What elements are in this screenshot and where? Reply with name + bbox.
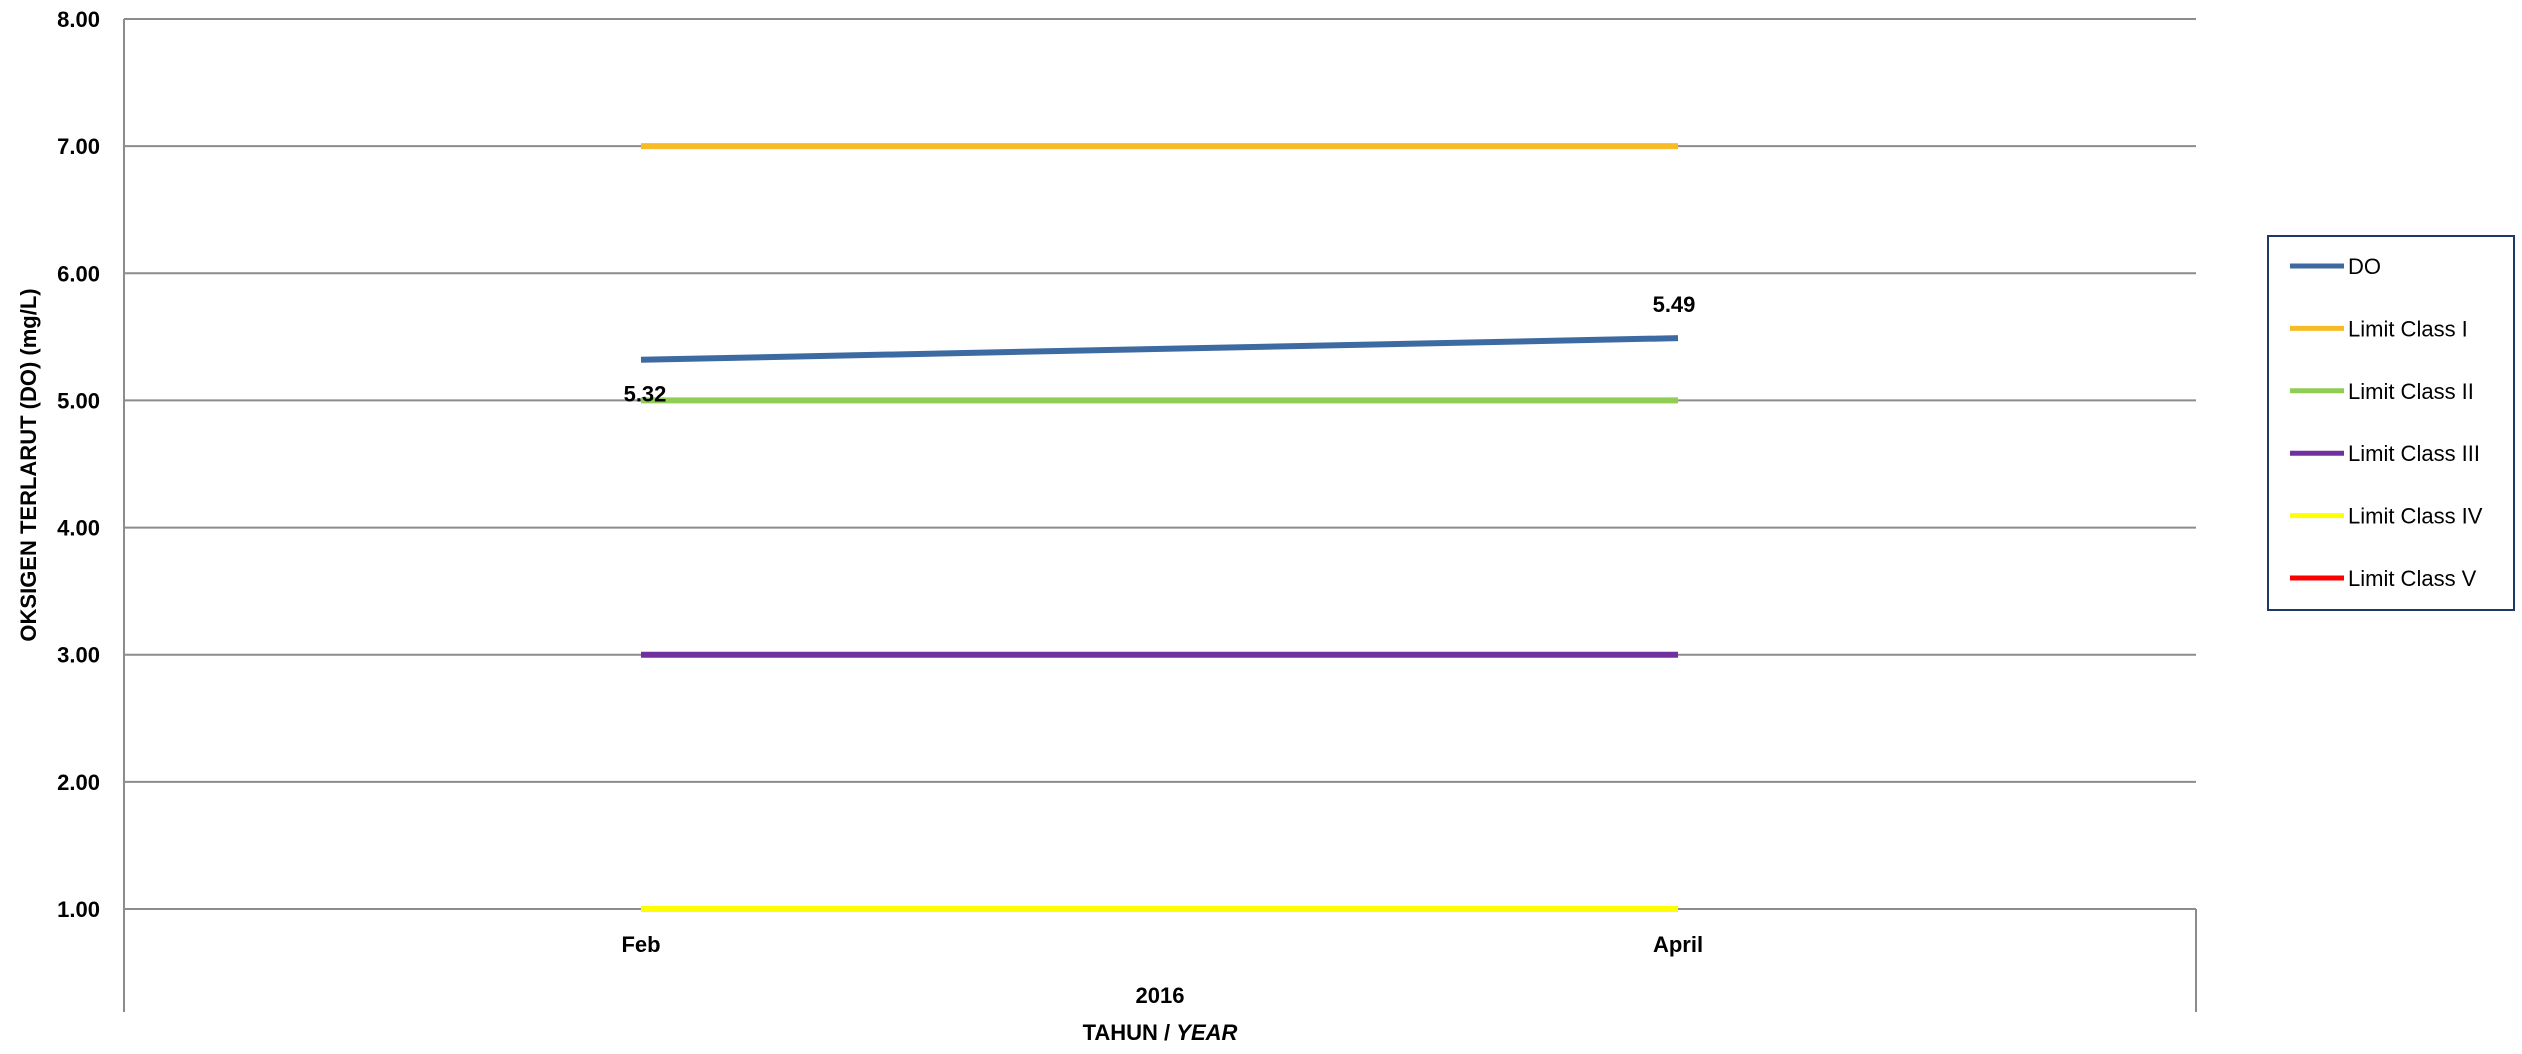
legend-label: Limit Class I bbox=[2348, 316, 2468, 341]
gridlines bbox=[124, 18, 2196, 910]
y-tick-label: 2.00 bbox=[57, 770, 100, 795]
legend-label: DO bbox=[2348, 254, 2381, 279]
series-line-do bbox=[640, 335, 1679, 363]
x-group-label: 2016 bbox=[1136, 983, 1185, 1008]
data-labels: 5.32 5.49 bbox=[624, 292, 1696, 407]
legend: DO Limit Class I Limit Class II Limit Class… bbox=[2267, 235, 2515, 611]
legend-label: Limit Class III bbox=[2348, 441, 2480, 466]
data-label: 5.32 bbox=[624, 382, 667, 407]
legend-label: Limit Class V bbox=[2348, 566, 2477, 591]
axes bbox=[123, 19, 2197, 1012]
y-axis-title: OKSIGEN TERLARUT (DO) (mg/L) bbox=[16, 288, 41, 641]
y-tick-label: 5.00 bbox=[57, 388, 100, 413]
legend-box bbox=[2267, 235, 2515, 611]
legend-label: Limit Class IV bbox=[2348, 504, 2483, 529]
x-axis-title: TAHUN / YEAR bbox=[1083, 1020, 1238, 1045]
y-tick-label: 3.00 bbox=[57, 643, 100, 668]
data-label: 5.49 bbox=[1653, 292, 1696, 317]
legend-label: Limit Class II bbox=[2348, 379, 2474, 404]
y-tick-label: 6.00 bbox=[57, 261, 100, 286]
series-lines bbox=[640, 143, 1679, 912]
y-tick-label: 7.00 bbox=[57, 134, 100, 159]
y-tick-label: 8.00 bbox=[57, 7, 100, 32]
x-tick-label: Feb bbox=[621, 932, 660, 957]
y-tick-label: 4.00 bbox=[57, 516, 100, 541]
y-tick-label: 1.00 bbox=[57, 897, 100, 922]
axis-text: 1.00 2.00 3.00 4.00 5.00 6.00 7.00 8.00 Feb April… bbox=[16, 7, 1703, 1045]
x-tick-label: April bbox=[1653, 932, 1703, 957]
